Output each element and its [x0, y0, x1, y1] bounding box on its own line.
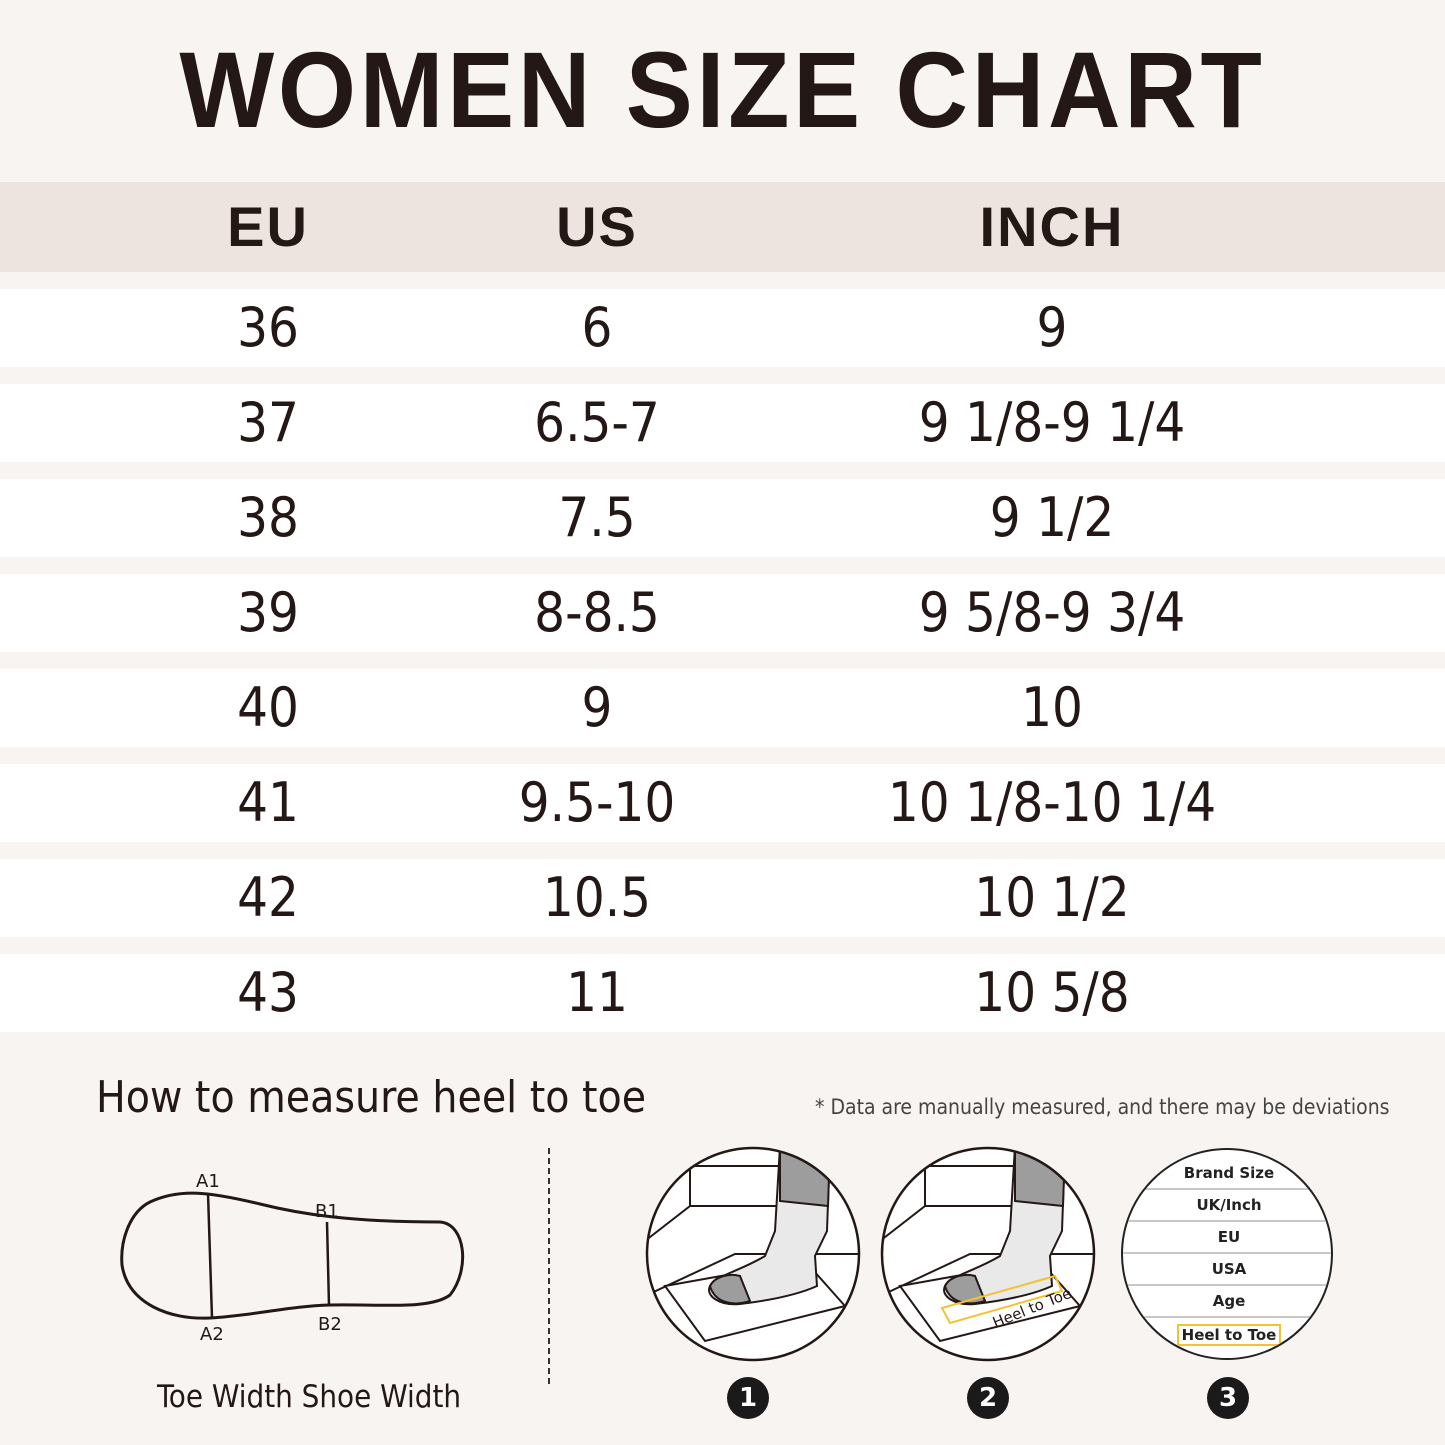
cell-eu: 36: [237, 296, 299, 359]
heel-to-toe-highlight: [1177, 1324, 1281, 1346]
cell-eu: 40: [237, 676, 299, 739]
cell-us: 7.5: [558, 486, 636, 549]
table-row: 37 6.5-7 9 1/8-9 1/4: [0, 384, 1445, 462]
page-title: WOMEN SIZE CHART: [179, 29, 1266, 150]
cell-inch: 9 5/8-9 3/4: [918, 581, 1186, 644]
table-row: 41 9.5-10 10 1/8-10 1/4: [0, 764, 1445, 842]
label-a1: A1: [196, 1171, 220, 1192]
cell-us: 6.5-7: [534, 391, 660, 454]
step-1-illustration: [645, 1146, 861, 1362]
cell-eu: 39: [237, 581, 299, 644]
cell-us: 10.5: [542, 866, 652, 929]
width-caption: Toe Width Shoe Width: [157, 1379, 462, 1415]
label-line-highlight: Heel to Toe: [1181, 1326, 1277, 1344]
measurement-note: * Data are manually measured, and there …: [815, 1095, 1390, 1119]
label-line: UK/Inch: [1196, 1196, 1262, 1214]
label-line: Brand Size: [1183, 1164, 1275, 1182]
dashed-divider: [548, 1148, 550, 1384]
sole-outline: [120, 1191, 465, 1320]
cell-inch: 9 1/8-9 1/4: [918, 391, 1186, 454]
cell-inch: 10 1/2: [974, 866, 1130, 929]
cell-eu: 43: [237, 961, 299, 1024]
table-header: EU US INCH: [0, 182, 1445, 272]
table-row: 36 6 9: [0, 289, 1445, 367]
label-line: USA: [1211, 1260, 1247, 1278]
cell-eu: 37: [237, 391, 299, 454]
measure-heading: How to measure heel to toe: [96, 1072, 647, 1123]
cell-us: 9.5-10: [518, 771, 676, 834]
label-b2: B2: [318, 1314, 342, 1335]
cell-eu: 42: [237, 866, 299, 929]
shoe-sole-diagram: A1 A2 B1 B2: [120, 1171, 465, 1345]
header-us: US: [556, 195, 638, 258]
cell-us: 11: [566, 961, 628, 1024]
cell-eu: 41: [237, 771, 299, 834]
table-row: 42 10.5 10 1/2: [0, 859, 1445, 937]
table-row: 39 8-8.5 9 5/8-9 3/4: [0, 574, 1445, 652]
step-1-badge: 1: [727, 1377, 769, 1419]
cell-inch: 10: [1021, 676, 1083, 739]
table-row: 38 7.5 9 1/2: [0, 479, 1445, 557]
step-2-illustration: Heel to Toe: [880, 1146, 1096, 1362]
step-3-shoe-label: Brand Size UK/Inch EU USA Age Heel to To…: [1121, 1148, 1333, 1360]
label-line: Age: [1212, 1292, 1246, 1310]
label-a2: A2: [200, 1324, 224, 1345]
table-row: 43 11 10 5/8: [0, 954, 1445, 1032]
step-3-badge: 3: [1207, 1377, 1249, 1419]
step-2-badge: 2: [967, 1377, 1009, 1419]
cell-us: 8-8.5: [534, 581, 660, 644]
label-b1: B1: [315, 1201, 339, 1222]
cell-inch: 10 1/8-10 1/4: [887, 771, 1217, 834]
cell-inch: 10 5/8: [974, 961, 1130, 1024]
cell-eu: 38: [237, 486, 299, 549]
cell-us: 6: [581, 296, 613, 359]
cell-inch: 9: [1036, 296, 1068, 359]
cell-us: 9: [581, 676, 613, 739]
table-row: 40 9 10: [0, 669, 1445, 747]
cell-inch: 9 1/2: [989, 486, 1115, 549]
label-line: EU: [1217, 1228, 1241, 1246]
header-eu: EU: [227, 195, 309, 258]
header-inch: INCH: [979, 195, 1125, 258]
